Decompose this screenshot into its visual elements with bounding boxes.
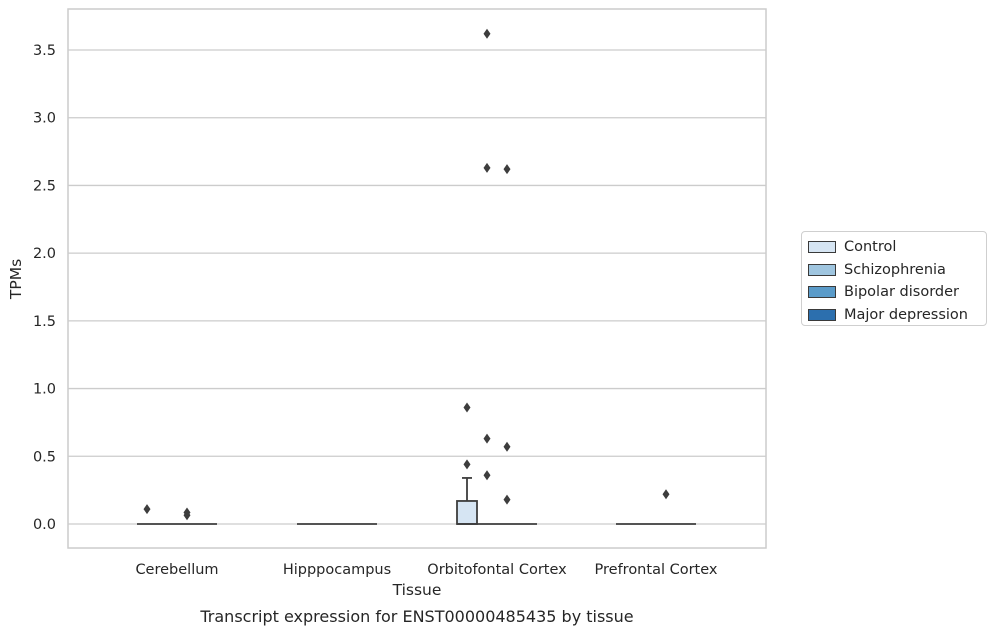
outlier-point <box>483 470 491 481</box>
outlier-point <box>463 459 471 470</box>
x-tick-label: Orbitofontal Cortex <box>427 562 567 578</box>
legend-swatch <box>808 308 836 321</box>
box-plots <box>137 477 696 525</box>
outlier-point <box>483 433 491 444</box>
y-gridlines <box>68 49 766 525</box>
box-body <box>456 500 478 525</box>
x-axis-label: Tissue <box>392 581 442 599</box>
legend: Control Schizophrenia Bipolar disorder Majo… <box>801 231 987 326</box>
y-tick-label: 0.0 <box>33 517 56 533</box>
legend-swatch <box>808 241 836 254</box>
y-tick-label: 1.0 <box>33 382 56 398</box>
y-tick-label: 3.0 <box>33 111 56 127</box>
y-tick-label: 3.5 <box>33 43 56 59</box>
y-tick-label: 0.5 <box>33 449 56 465</box>
legend-swatch <box>808 286 836 299</box>
chart-caption: Transcript expression for ENST0000048543… <box>199 607 633 626</box>
legend-item: Bipolar disorder <box>808 281 986 304</box>
legend-label: Control <box>844 239 897 256</box>
x-tick-label: Cerebellum <box>135 562 218 578</box>
outlier-point <box>463 402 471 413</box>
legend-label: Schizophrenia <box>844 261 946 278</box>
outlier-point <box>483 162 491 173</box>
outlier-point <box>143 504 151 515</box>
y-axis-label: TPMs <box>7 259 25 300</box>
legend-label: Bipolar disorder <box>844 284 959 301</box>
legend-swatch <box>808 263 836 276</box>
legend-item: Schizophrenia <box>808 259 986 282</box>
outlier-point <box>503 494 511 505</box>
x-tick-label: Prefrontal Cortex <box>595 562 718 578</box>
x-tick-label: Hipppocampus <box>283 562 391 578</box>
y-tick-labels: 0.0 0.5 1.0 1.5 2.0 2.5 3.0 3.5 <box>33 43 56 533</box>
legend-item: Major depression <box>808 304 986 327</box>
y-tick-label: 1.5 <box>33 314 56 330</box>
y-tick-label: 2.5 <box>33 178 56 194</box>
outlier-points <box>143 28 670 521</box>
legend-item: Control <box>808 236 986 259</box>
x-tick-labels: Cerebellum Hipppocampus Orbitofontal Corte… <box>135 562 717 578</box>
box-control <box>456 477 478 525</box>
outlier-point <box>662 489 670 500</box>
outlier-point <box>183 507 191 518</box>
outlier-point <box>503 164 511 175</box>
outlier-point <box>503 441 511 452</box>
outlier-point <box>483 28 491 39</box>
y-tick-label: 2.0 <box>33 246 56 262</box>
legend-label: Major depression <box>844 306 968 323</box>
plot-frame <box>67 8 767 549</box>
